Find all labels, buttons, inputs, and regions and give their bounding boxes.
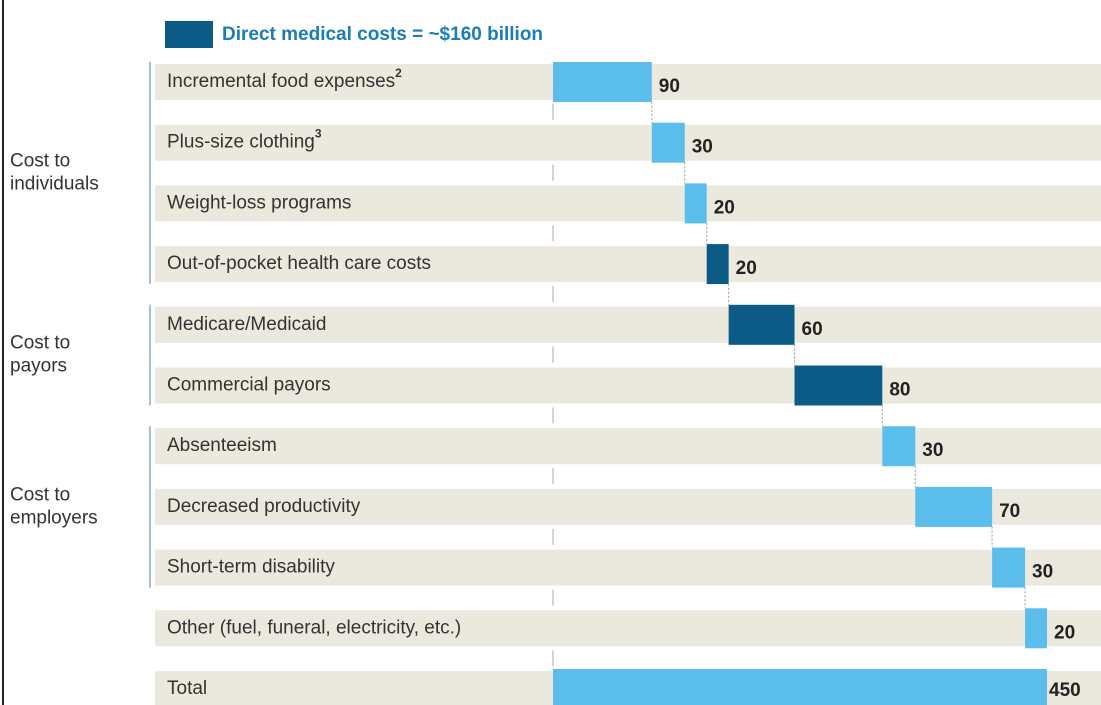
category-label: Weight-loss programs: [167, 192, 351, 213]
value-label: 30: [1032, 562, 1053, 583]
footnote-mark: 2: [395, 66, 402, 80]
total-bar: [553, 669, 1047, 705]
value-label: 80: [889, 380, 910, 401]
row-band: [155, 367, 1101, 404]
group-label: payors: [10, 356, 67, 377]
bar: [651, 122, 685, 163]
value-label: 20: [714, 197, 735, 218]
value-label: 450: [1049, 680, 1081, 701]
bar: [915, 486, 993, 527]
legend-label: Direct medical costs = ~$160 billion: [222, 24, 543, 45]
category-label: Commercial payors: [167, 375, 331, 396]
row-band: [155, 610, 1101, 647]
category-label: Other (fuel, funeral, electricity, etc.): [167, 617, 461, 638]
bar: [1025, 608, 1047, 649]
category-label: Absenteeism: [167, 435, 277, 456]
value-label: 70: [999, 501, 1020, 522]
row-band: [155, 428, 1101, 465]
bar: [992, 547, 1026, 588]
value-label: 20: [1054, 622, 1075, 643]
value-label: 30: [922, 440, 943, 461]
row-band: [155, 185, 1101, 222]
group-label: Cost to: [10, 484, 70, 505]
category-label: Plus-size clothing3: [167, 127, 322, 153]
row-band: [155, 246, 1101, 283]
category-label: Total: [167, 678, 207, 699]
bar: [553, 62, 652, 102]
group-label: Cost to: [10, 333, 70, 354]
group-label: employers: [10, 507, 98, 528]
group-label: Cost to: [10, 151, 70, 172]
value-label: 20: [736, 258, 757, 279]
category-label: Short-term disability: [167, 557, 335, 578]
footnote-mark: 3: [315, 127, 322, 141]
legend-swatch: [165, 21, 213, 48]
value-label: 90: [659, 76, 680, 97]
group-label: individuals: [10, 174, 99, 195]
bar: [882, 426, 916, 467]
bar: [684, 183, 707, 224]
category-label: Decreased productivity: [167, 496, 361, 517]
value-label: 30: [692, 137, 713, 158]
row-band: [155, 306, 1101, 343]
category-label: Out-of-pocket health care costs: [167, 253, 431, 274]
bar: [728, 304, 795, 345]
category-label: Medicare/Medicaid: [167, 314, 326, 335]
value-label: 60: [802, 319, 823, 340]
row-band: [155, 549, 1101, 586]
bar: [706, 244, 729, 285]
row-band: [155, 124, 1101, 161]
bar: [794, 365, 883, 406]
category-label: Incremental food expenses2: [167, 66, 402, 92]
